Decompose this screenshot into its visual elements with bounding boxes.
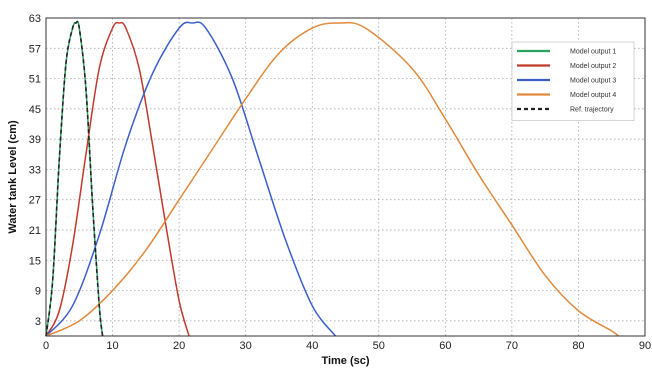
legend-label: Model output 2: [570, 63, 616, 70]
y-tick-label: 9: [35, 286, 41, 298]
x-tick-label: 90: [639, 340, 651, 352]
y-tick-label: 51: [29, 74, 41, 86]
y-tick-label: 39: [29, 134, 41, 146]
y-tick-label: 63: [29, 13, 41, 25]
series-line-model-output-4: [45, 21, 619, 337]
legend: Model output 1 Model output 2 Model output…: [511, 41, 635, 121]
x-tick-label: 80: [572, 340, 584, 352]
x-tick-label: 50: [373, 340, 385, 352]
grid: [46, 18, 645, 336]
y-tick-label: 45: [29, 104, 41, 116]
x-tick-label: 70: [506, 340, 518, 352]
x-tick-label: 10: [106, 340, 118, 352]
y-tick-label: 15: [29, 255, 41, 267]
legend-label: Model output 1: [570, 49, 616, 56]
y-tick-label: 57: [29, 43, 41, 55]
series-line-model-output-2: [45, 21, 190, 337]
series-line-model-output-3: [45, 21, 337, 337]
legend-box: [511, 41, 635, 121]
x-tick-label: 60: [439, 340, 451, 352]
legend-label: Ref. trajectory: [570, 107, 614, 114]
legend-label: Model output 4: [570, 92, 616, 99]
legend-label: Model output 3: [570, 78, 616, 85]
plot-frame: [45, 17, 646, 337]
y-tick-label: 3: [35, 316, 41, 328]
x-axis-title: Time (sc): [321, 355, 369, 367]
x-tick-label: 0: [43, 340, 49, 352]
y-tick-label: 21: [29, 225, 41, 237]
series-lines: [45, 20, 619, 337]
x-tick-label: 40: [306, 340, 318, 352]
y-axis-title: Water tank Level (cm): [7, 120, 19, 234]
series-line-ref-trajectory: [45, 20, 104, 337]
x-tick-label: 20: [173, 340, 185, 352]
y-tick-label: 27: [29, 195, 41, 207]
x-tick-label: 30: [240, 340, 252, 352]
y-tick-label: 33: [29, 164, 41, 176]
